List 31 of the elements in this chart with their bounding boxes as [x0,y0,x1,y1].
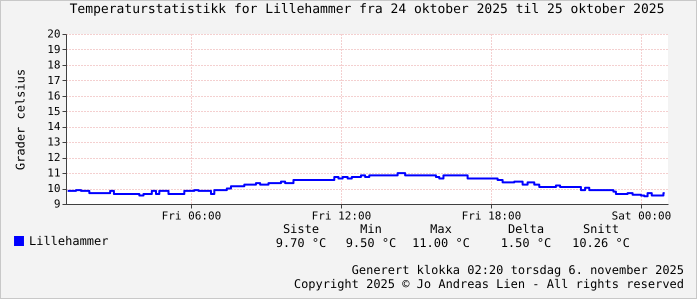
y-tick-label: 16 [47,89,60,102]
legend-label: Lillehammer [29,234,108,248]
y-tick-label: 18 [47,58,60,72]
text: Delta [508,222,544,236]
text: Generert klokka 02:20 torsdag 6. november 2025 [352,263,684,277]
text: 9.50 °C [346,236,396,250]
text: 9.70 °C [276,236,326,250]
text: Siste [282,222,320,236]
y-tick-label: 19 [47,42,60,56]
x-tick-label: Sat 00:00 [612,210,672,222]
y-tick-label: 15 [47,104,60,118]
y-tick-label: 20 [47,28,60,40]
y-tick-label: 10 [47,182,60,196]
chart-title: Temperaturstatistikk for Lillehammer fra 24 oktober 2025 til 25 oktober 2025 [70,2,664,17]
text: 11.00 °C [412,236,470,250]
text: 1.50 °C [500,236,552,250]
y-tick-label: 13 [47,136,60,149]
y-tick-label: 11 [47,166,60,180]
x-tick-label: Fri 18:00 [462,210,522,222]
y-axis-title: Grader celsius [13,68,28,170]
y-tick-label: 9 [54,198,60,210]
x-tick-label: Fri 12:00 [312,210,372,222]
text: Snitt [582,222,620,236]
text: Max [430,222,452,236]
x-tick-label: Fri 06:00 [162,210,222,222]
y-tick-label: 12 [47,151,60,164]
y-tick-label: 17 [47,74,60,87]
text: Copyright 2025 © Jo Andreas Lien - All rights reserved [294,277,684,291]
text: Min [360,222,382,236]
y-tick-label: 14 [47,120,61,134]
text: 10.26 °C [572,236,630,250]
